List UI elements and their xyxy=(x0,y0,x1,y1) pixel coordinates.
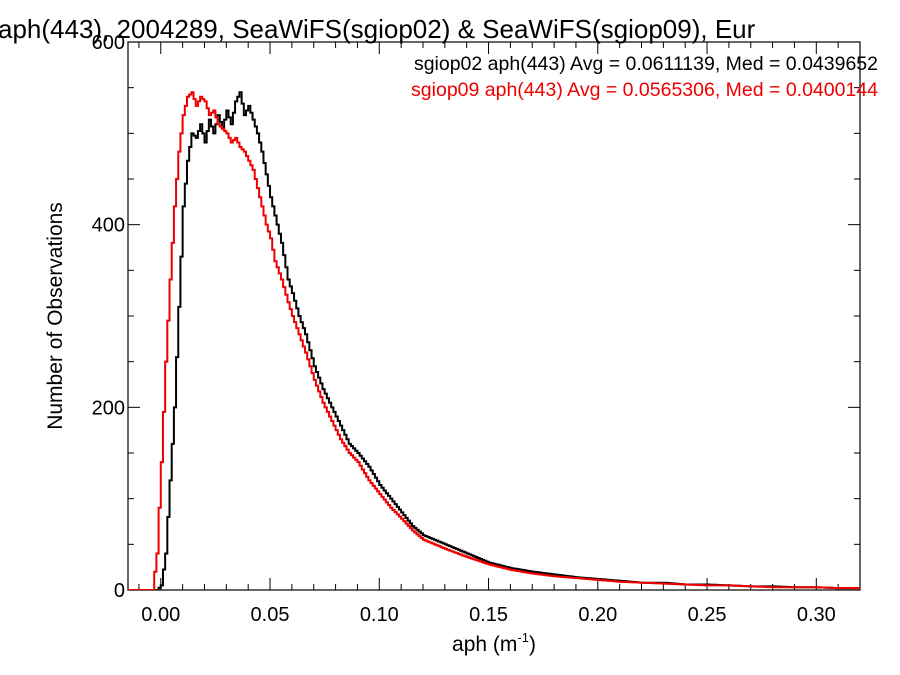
x-axis-title-tail: ) xyxy=(529,633,536,656)
y-tick-label: 400 xyxy=(92,215,125,237)
x-axis-title-text: aph (m xyxy=(452,633,517,656)
x-tick-label: 0.30 xyxy=(797,604,836,626)
legend-entry-sgiop09: sgiop09 aph(443) Avg = 0.0565306, Med = … xyxy=(411,79,878,101)
y-tick-label: 0 xyxy=(114,580,125,602)
x-axis-title: aph (m-1) xyxy=(452,630,536,656)
x-axis-ticks: 0.00 0.05 0.10 0.15 0.20 0.25 0.30 xyxy=(138,42,861,626)
x-tick-label: 0.10 xyxy=(360,604,399,626)
x-axis-title-superscript: -1 xyxy=(517,630,529,645)
series-sgiop09-histogram xyxy=(128,91,860,590)
series-layer xyxy=(128,91,860,590)
x-tick-label: 0.20 xyxy=(578,604,617,626)
x-tick-label: 0.25 xyxy=(688,604,727,626)
x-tick-label: 0.05 xyxy=(251,604,290,626)
y-axis-ticks: 0 200 400 600 xyxy=(92,32,860,602)
x-tick-label: 0.15 xyxy=(469,604,508,626)
chart-title: aph(443), 2004289, SeaWiFS(sgiop02) & Se… xyxy=(0,14,756,44)
y-tick-label: 600 xyxy=(92,32,125,54)
y-axis-title: Number of Observations xyxy=(44,202,67,430)
y-tick-label: 200 xyxy=(92,397,125,419)
x-tick-label: 0.00 xyxy=(141,604,180,626)
legend-entry-sgiop02: sgiop02 aph(443) Avg = 0.0611139, Med = … xyxy=(414,53,878,75)
